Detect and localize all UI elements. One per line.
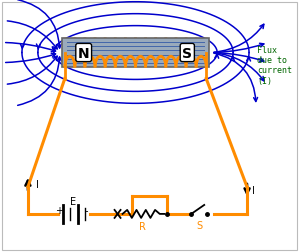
Text: E: E xyxy=(70,196,76,206)
Text: S: S xyxy=(196,220,202,230)
Text: -: - xyxy=(85,205,88,215)
Text: I: I xyxy=(252,185,255,195)
Text: R: R xyxy=(139,221,146,231)
Text: Flux
due to
current
(I): Flux due to current (I) xyxy=(257,45,292,85)
Text: I: I xyxy=(36,179,39,189)
Text: S: S xyxy=(182,46,192,60)
Text: +: + xyxy=(55,205,63,215)
Text: N: N xyxy=(78,46,89,60)
Bar xyxy=(62,38,209,68)
